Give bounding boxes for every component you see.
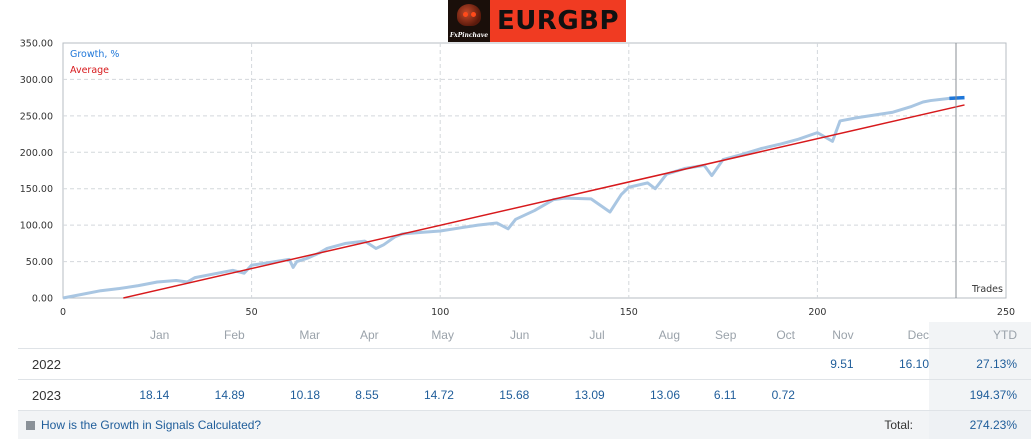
year-label: 2022 — [32, 356, 61, 372]
ytd-header: YTD — [929, 322, 1031, 349]
month-value: 9.51 — [830, 357, 854, 371]
month-value: 14.89 — [214, 388, 245, 402]
brand-logo: FxPinchave — [448, 0, 490, 42]
y-axis: 0.00 50.00 100.00 150.00 200.00 250.00 300.00 3… — [20, 39, 53, 305]
eye-icon — [471, 12, 476, 17]
month-value — [379, 349, 454, 380]
month-value — [454, 349, 529, 380]
ytd-value: 27.13% — [929, 348, 1031, 380]
y-tick-label: 100.00 — [20, 221, 53, 232]
y-tick-label: 250.00 — [20, 111, 53, 122]
month-header: Feb — [224, 328, 245, 342]
month-value: 15.68 — [499, 388, 530, 402]
month-value: 16.10 — [898, 357, 929, 371]
year-row-2023: 2023 18.14 14.89 10.18 8.55 14.72 15.68 … — [18, 379, 1031, 411]
month-value — [245, 349, 320, 380]
how-growth-link-text[interactable]: How is the Growth in Signals Calculated? — [41, 418, 262, 432]
total-row: How is the Growth in Signals Calculated?… — [18, 410, 1031, 439]
growth-chart: 0.00 50.00 100.00 150.00 200.00 250.00 300.00 3… — [20, 39, 1015, 319]
legend-growth: Growth, % — [70, 49, 119, 60]
how-growth-link[interactable]: How is the Growth in Signals Calculated? — [18, 410, 737, 439]
series-layer — [62, 95, 965, 300]
month-value: 8.55 — [355, 388, 379, 402]
y-tick-label: 350.00 — [20, 39, 53, 50]
x-tick-label: 150 — [620, 307, 638, 318]
total-value: 274.23% — [929, 410, 1031, 439]
months-header-row: Jan Feb Mar Apr May Jun Jul Aug Sep Oct … — [18, 322, 1031, 349]
total-label: Total: — [736, 410, 929, 439]
month-value — [529, 349, 604, 380]
month-value — [795, 380, 854, 411]
logo-text: FxPinchave — [449, 32, 489, 39]
month-header: Jul — [589, 328, 605, 342]
y-tick-label: 50.00 — [26, 257, 53, 268]
eye-icon — [463, 12, 468, 17]
skull-icon — [457, 4, 481, 26]
month-value — [680, 349, 736, 380]
month-value: 0.72 — [771, 388, 795, 402]
month-value: 13.09 — [574, 388, 605, 402]
month-value — [169, 349, 244, 380]
ytd-value: 194.37% — [929, 379, 1031, 411]
y-tick-label: 200.00 — [20, 148, 53, 159]
month-header: Oct — [776, 328, 795, 342]
month-value — [736, 349, 795, 380]
year-label: 2023 — [32, 387, 61, 403]
month-value: 10.18 — [290, 388, 321, 402]
x-annotation: Trades — [971, 284, 1003, 295]
month-header: Nov — [832, 328, 854, 342]
page-title: EURGBP — [496, 6, 620, 36]
info-icon — [26, 421, 35, 430]
x-tick-label: 250 — [997, 307, 1015, 318]
corner-cell — [18, 322, 94, 349]
header-banner: FxPinchave EURGBP — [448, 0, 626, 42]
plot-area — [62, 42, 1007, 299]
grid-lines — [63, 43, 1006, 298]
y-tick-label: 150.00 — [20, 184, 53, 195]
month-value — [854, 380, 929, 411]
x-tick-label: 100 — [431, 307, 449, 318]
month-value — [94, 349, 169, 380]
x-tick-label: 50 — [246, 307, 258, 318]
month-value — [605, 349, 680, 380]
month-header: Mar — [299, 328, 321, 342]
month-header: Sep — [715, 328, 737, 342]
y-tick-label: 300.00 — [20, 75, 53, 86]
projection-segment — [949, 95, 965, 101]
month-header: Aug — [658, 328, 681, 342]
legend-average: Average — [70, 65, 109, 76]
growth-series-line — [62, 96, 954, 300]
y-tick-label: 0.00 — [32, 294, 53, 305]
average-series-line — [123, 104, 965, 299]
month-value: 6.11 — [713, 388, 737, 402]
x-tick-label: 0 — [60, 307, 66, 318]
legend: Growth, % Average — [70, 49, 119, 76]
month-value — [320, 349, 379, 380]
month-value: 14.72 — [423, 388, 454, 402]
month-value: 18.14 — [139, 388, 170, 402]
month-header: Dec — [907, 328, 929, 342]
month-header: Apr — [359, 328, 379, 342]
month-header: May — [431, 328, 454, 342]
x-axis: 0 50 100 150 200 250 — [60, 307, 1015, 318]
month-header: Jan — [149, 328, 170, 342]
month-header: Jun — [509, 328, 530, 342]
monthly-stats-table: Jan Feb Mar Apr May Jun Jul Aug Sep Oct … — [18, 322, 1031, 439]
x-tick-label: 200 — [808, 307, 826, 318]
year-row-2022: 2022 9.51 16.10 27.13% — [18, 348, 1031, 380]
month-value: 13.06 — [649, 388, 681, 402]
